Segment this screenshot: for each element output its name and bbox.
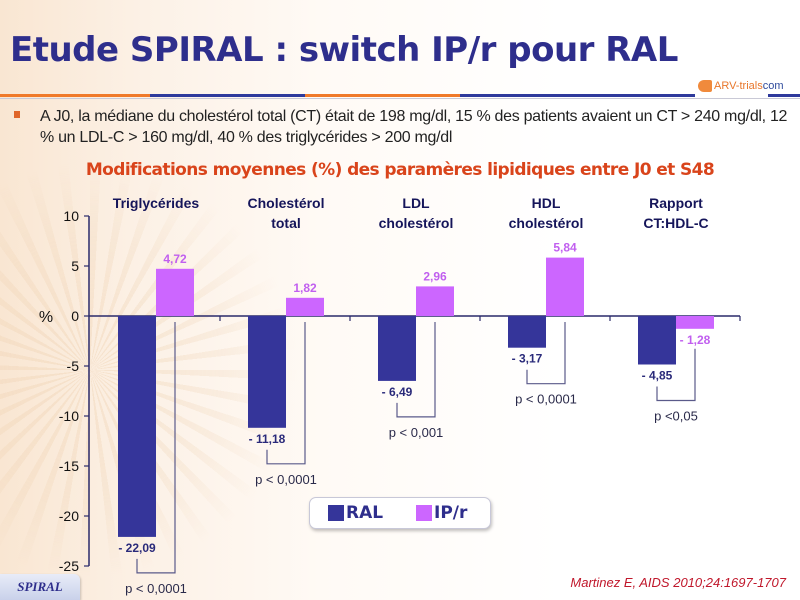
arv-trials-logo: ARV-trials com — [698, 78, 783, 94]
bar-ipr — [156, 268, 194, 316]
category-label: Triglycérides — [113, 195, 200, 211]
data-label-ral: - 11,18 — [249, 432, 286, 446]
data-label-ipr: 4,72 — [163, 252, 187, 266]
category-label: cholestérol — [509, 215, 584, 231]
legend-item-ipr: IP/r — [416, 503, 467, 523]
legend-label-ipr: IP/r — [434, 503, 468, 523]
category-label: CT:HDL-C — [643, 215, 708, 231]
chart-legend: RAL IP/r — [309, 497, 491, 529]
bar-ipr — [416, 286, 454, 316]
header-rule-blue-3 — [768, 94, 800, 97]
bar-ral — [638, 316, 676, 365]
bar-ral — [378, 316, 416, 381]
data-label-ipr: 5,84 — [553, 241, 577, 255]
category-label: cholestérol — [379, 215, 454, 231]
category-label: HDL — [532, 195, 561, 211]
bar-ral — [118, 316, 156, 537]
citation: Martinez E, AIDS 2010;24:1697-1707 — [570, 575, 786, 590]
header-rule-orange-2 — [305, 94, 460, 97]
slide-title: Etude SPIRAL : switch IP/r pour RAL — [10, 30, 678, 70]
data-label-ral: - 6,49 — [382, 385, 413, 399]
significance-bracket — [656, 348, 696, 402]
chart-title: Modifications moyennes (%) des paramères… — [85, 160, 715, 180]
p-value-label: p < 0,0001 — [515, 392, 577, 407]
study-badge: SPIRAL — [0, 574, 80, 600]
y-tick-label: -20 — [59, 508, 79, 524]
p-value-label: p < 0,001 — [389, 425, 444, 440]
category-label: Rapport — [649, 195, 703, 211]
p-value-label: p <0,05 — [654, 409, 698, 424]
y-axis-label: % — [39, 309, 53, 326]
bar-ral — [248, 316, 286, 428]
p-value-label: p < 0,0001 — [125, 581, 187, 596]
data-label-ral: - 4,85 — [642, 369, 673, 383]
y-tick-label: -5 — [67, 358, 80, 374]
header-rule-gray — [0, 98, 800, 99]
y-tick-label: 10 — [63, 208, 79, 224]
y-tick-label: 5 — [71, 258, 79, 274]
significance-bracket — [526, 322, 566, 385]
bullet-square-icon — [14, 111, 20, 118]
y-tick-label: -25 — [59, 558, 79, 574]
bar-ipr — [546, 257, 584, 316]
significance-bracket — [266, 322, 306, 465]
data-label-ipr: 2,96 — [423, 269, 447, 283]
data-label-ipr: - 1,28 — [680, 333, 711, 347]
bar-ipr — [676, 316, 714, 329]
data-label-ral: - 22,09 — [118, 541, 156, 555]
category-label: Cholestérol — [247, 195, 324, 211]
bar-ral — [508, 316, 546, 348]
y-tick-label: 0 — [71, 308, 79, 324]
header-rule-blue-2 — [460, 94, 695, 97]
category-label: LDL — [402, 195, 430, 211]
pill-bottle-icon — [698, 80, 712, 92]
data-label-ipr: 1,82 — [293, 281, 317, 295]
legend-swatch-ipr — [416, 505, 432, 521]
bar-ipr — [286, 297, 324, 316]
category-label: total — [271, 215, 301, 231]
bullet-point: A J0, la médiane du cholestérol total (C… — [14, 106, 794, 148]
p-value-label: p < 0,0001 — [255, 472, 317, 487]
header-rule-blue — [150, 94, 305, 97]
y-tick-label: -15 — [59, 458, 79, 474]
legend-swatch-ral — [328, 505, 344, 521]
significance-bracket — [396, 322, 436, 418]
legend-label-ral: RAL — [346, 503, 384, 523]
header-rule-orange — [0, 94, 150, 97]
significance-bracket — [136, 322, 176, 574]
bullet-text: A J0, la médiane du cholestérol total (C… — [40, 108, 788, 146]
data-label-ral: - 3,17 — [512, 352, 543, 366]
y-tick-label: -10 — [59, 408, 79, 424]
legend-item-ral: RAL — [328, 503, 383, 523]
